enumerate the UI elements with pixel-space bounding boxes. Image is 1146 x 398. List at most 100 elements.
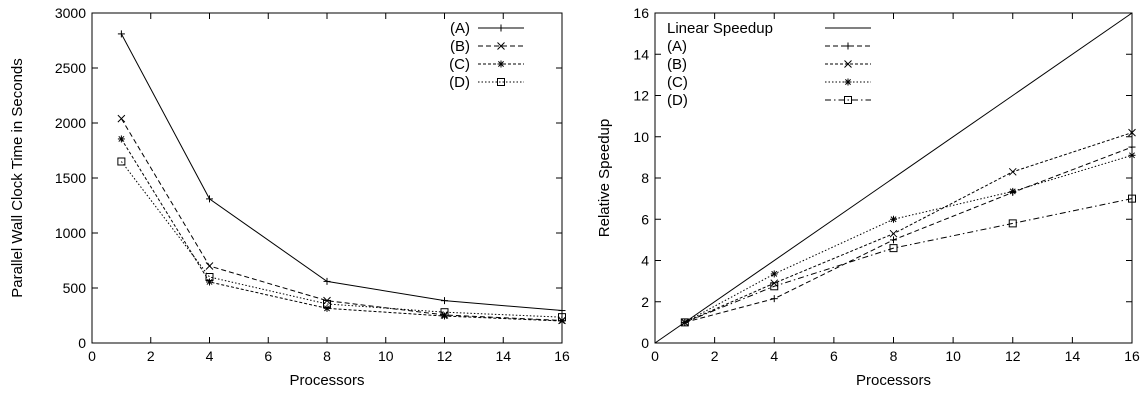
right-series-line <box>654 12 1133 344</box>
left-x-tick-label: 4 <box>206 348 214 364</box>
left-x-tick-label: 14 <box>495 348 511 364</box>
right-data-point <box>770 295 778 303</box>
right-data-point <box>1008 167 1017 176</box>
right-y-axis-label: Relative Speedup <box>596 119 613 237</box>
right-legend-marker <box>844 78 852 86</box>
right-data-point <box>1008 219 1017 228</box>
right-x-tick-label: 4 <box>770 348 778 364</box>
left-y-tick-label: 0 <box>78 335 86 351</box>
left-data-point <box>558 307 566 315</box>
right-x-tick-label: 16 <box>1124 348 1140 364</box>
right-data-point <box>890 215 897 223</box>
left-legend-label: (D) <box>449 74 470 91</box>
right-data-point <box>1009 187 1017 195</box>
left-series-1 <box>117 30 566 315</box>
right-data-point <box>770 270 778 278</box>
right-x-tick-label: 10 <box>945 348 961 364</box>
left-data-point <box>558 313 566 322</box>
left-data-point <box>206 278 213 286</box>
left-y-tick-label: 1500 <box>55 170 86 186</box>
right-series-line <box>684 198 1133 323</box>
right-data-point <box>770 282 779 291</box>
right-y-tick-label: 14 <box>633 46 649 62</box>
left-legend-marker <box>497 42 505 50</box>
right-y-tick-label: 8 <box>641 170 649 186</box>
left-x-tick-label: 10 <box>378 348 394 364</box>
left-data-point <box>117 30 125 38</box>
left-series-line <box>120 161 563 318</box>
relative-speedup-chart: 0 2 4 6 8 10 12 14 16 0 2 4 6 8 10 12 14 16 Processors Rela… <box>596 5 1140 389</box>
left-data-point <box>440 308 449 317</box>
left-data-point <box>117 114 126 123</box>
right-series-4 <box>681 151 1136 326</box>
left-y-tick-label: 1000 <box>55 225 86 241</box>
left-data-point <box>323 277 331 285</box>
left-legend-label: (A) <box>450 20 470 37</box>
right-legend-label: (B) <box>667 56 687 73</box>
right-x-tick-label: 0 <box>651 348 659 364</box>
right-series-2 <box>681 143 1136 326</box>
right-data-point <box>889 244 898 253</box>
right-legend-marker <box>844 42 852 50</box>
right-y-tick-label: 2 <box>641 294 649 310</box>
right-x-tick-label: 12 <box>1005 348 1021 364</box>
right-data-point <box>889 229 898 238</box>
left-y-axis-label: Parallel Wall Clock Time in Seconds <box>9 58 26 298</box>
left-y-tick-label: 2500 <box>55 60 86 76</box>
right-series-1 <box>654 12 1133 344</box>
right-data-point <box>1128 128 1136 137</box>
left-x-tick-label: 12 <box>437 348 453 364</box>
right-data-point <box>890 236 897 244</box>
right-x-tick-label: 2 <box>711 348 719 364</box>
right-data-point <box>1128 151 1136 159</box>
left-legend-label: (C) <box>449 56 470 73</box>
right-y-tick-label: 0 <box>641 335 649 351</box>
left-x-tick-label: 0 <box>88 348 96 364</box>
right-legend-label: (C) <box>667 74 688 91</box>
left-legend-marker <box>497 78 505 86</box>
right-legend-label: (A) <box>667 38 687 55</box>
right-series-5 <box>680 194 1136 327</box>
right-y-tick-label: 16 <box>633 5 649 21</box>
right-data-point <box>1128 143 1136 151</box>
left-x-tick-label: 2 <box>147 348 155 364</box>
left-series-line <box>120 118 563 321</box>
right-x-tick-label: 6 <box>830 348 838 364</box>
right-data-point <box>1128 194 1136 203</box>
left-legend-marker <box>497 60 505 68</box>
right-data-point <box>680 318 689 327</box>
right-legend-marker <box>844 60 852 68</box>
left-series-line <box>120 33 563 312</box>
right-y-tick-label: 4 <box>641 253 649 269</box>
right-y-tick-label: 10 <box>633 129 649 145</box>
right-legend-marker <box>844 96 852 104</box>
right-legend-label: Linear Speedup <box>667 20 773 37</box>
left-y-tick-label: 2000 <box>55 115 86 131</box>
left-y-tick-label: 3000 <box>55 5 86 21</box>
right-series-line <box>684 154 1133 323</box>
left-data-point <box>205 273 214 281</box>
right-x-axis-label: Processors <box>856 372 931 389</box>
left-y-tick-label: 500 <box>63 280 87 296</box>
left-data-point <box>206 195 213 203</box>
left-data-point <box>117 135 125 143</box>
right-series-line <box>684 132 1133 323</box>
right-y-tick-label: 12 <box>633 88 649 104</box>
left-x-tick-label: 16 <box>554 348 570 364</box>
left-series-3 <box>117 135 566 325</box>
left-series-4 <box>117 157 566 322</box>
right-legend-label: (D) <box>667 92 688 109</box>
left-x-tick-label: 8 <box>323 348 331 364</box>
left-data-point <box>117 157 126 166</box>
left-data-point <box>441 297 448 305</box>
left-series-line <box>120 138 563 322</box>
right-x-tick-label: 14 <box>1065 348 1081 364</box>
left-data-point <box>323 304 331 312</box>
left-series-2 <box>117 114 566 325</box>
left-data-point <box>323 299 331 308</box>
wall-clock-time-chart: 0 2 4 6 8 10 12 14 16 0 500 1000 1500 2000 2500 3000 Pro… <box>9 5 570 389</box>
right-x-tick-label: 8 <box>890 348 898 364</box>
right-series-line <box>684 146 1133 323</box>
left-x-axis-label: Processors <box>289 372 364 389</box>
